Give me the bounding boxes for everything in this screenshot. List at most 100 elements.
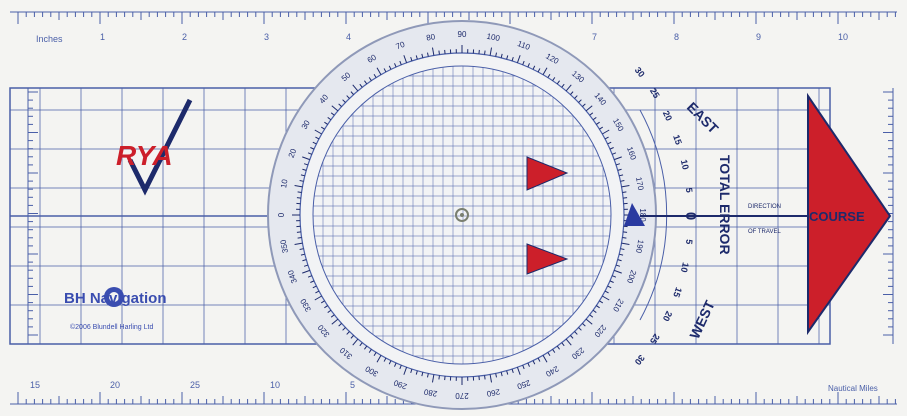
bezel-tick	[570, 335, 574, 339]
bezel-tick	[415, 370, 418, 375]
bezel-tick	[614, 269, 622, 274]
course-arrow	[807, 92, 892, 336]
bezel-tick	[620, 179, 625, 182]
bezel-tick	[438, 375, 440, 380]
bezel-tick	[302, 168, 307, 171]
error-tick-label: 25	[648, 86, 662, 100]
bezel-tick	[399, 60, 402, 65]
bezel-degree-label: 70	[395, 40, 407, 52]
bezel-tick	[599, 126, 604, 130]
bezel-tick	[394, 63, 397, 68]
bezel-tick	[516, 55, 521, 63]
bezel-tick	[574, 331, 578, 335]
bezel-tick	[327, 309, 332, 313]
bottom-ruler-ticks	[17, 392, 896, 404]
bezel-tick	[373, 352, 377, 357]
bezel-tick	[522, 365, 525, 370]
bezel-tick	[338, 323, 342, 327]
bezel-degree-label: 110	[516, 39, 532, 52]
course-indicator: DIRECTION OF TRAVEL COURSE	[640, 92, 892, 336]
error-tick-label: 10	[679, 261, 691, 273]
error-tick-label: 15	[671, 133, 684, 146]
top-ruler-ticks	[17, 12, 896, 24]
bezel-tick	[622, 237, 627, 239]
bezel-tick	[399, 365, 402, 370]
bezel-tick	[315, 136, 320, 140]
bezel-degree-label: 260	[485, 387, 500, 398]
bezel-degree-label: 350	[279, 238, 290, 253]
bezel-tick	[604, 136, 609, 140]
bezel-tick	[383, 357, 387, 362]
error-tick-label: 30	[633, 65, 647, 79]
inch-label: Inches	[36, 34, 63, 44]
bezel-tick	[315, 290, 320, 294]
protractor-inner-ring	[312, 65, 612, 365]
bezel-tick	[376, 67, 382, 75]
bezel-tick	[552, 77, 556, 81]
bezel-tick	[376, 355, 382, 363]
bezel-tick	[294, 184, 303, 188]
bezel-tick	[621, 184, 630, 188]
bezel-tick	[426, 52, 429, 57]
error-tick-label: 5	[684, 187, 695, 193]
bezel-tick	[565, 338, 572, 346]
top-ruler-number: 8	[674, 32, 679, 42]
bezel-tick	[516, 367, 521, 375]
bezel-tick	[299, 179, 304, 182]
bezel-tick	[373, 73, 377, 78]
bezel-tick	[495, 52, 498, 57]
bezel-tick	[331, 105, 339, 112]
bezel-tick	[431, 47, 435, 56]
bezel-tick	[330, 112, 335, 116]
bottom-ruler-number: 10	[270, 380, 280, 390]
bezel-degree-label: 100	[486, 32, 501, 43]
bezel-tick	[484, 375, 486, 380]
bezel-degree-label: 280	[423, 387, 438, 398]
bezel-tick	[532, 360, 536, 365]
bezel-tick	[612, 275, 617, 278]
bezel-tick	[527, 63, 530, 68]
bezel-tick	[403, 367, 408, 375]
bezel-tick	[511, 56, 514, 62]
bezel-tick	[506, 370, 509, 375]
bezel-tick	[607, 285, 612, 289]
rya-logo: RYA	[116, 98, 193, 196]
bezel-tick	[338, 103, 342, 107]
index-pointer	[624, 203, 645, 226]
direction-label-1: DIRECTION	[748, 204, 781, 210]
bezel-tick	[297, 237, 302, 239]
bezel-tick	[582, 103, 586, 107]
bezel-tick	[532, 65, 536, 70]
bezel-tick	[438, 50, 440, 55]
top-ruler-number: 3	[264, 32, 269, 42]
bezel-tick	[622, 191, 627, 193]
bh-navigation-logo: BH Navigation ©2006 Blundell Harling Ltd	[64, 287, 167, 331]
bezel-tick	[547, 73, 551, 78]
left-scale	[27, 88, 38, 344]
bottom-ruler-number: 5	[350, 380, 355, 390]
bezel-tick	[589, 112, 594, 116]
bezel-tick	[484, 50, 486, 55]
copyright-text: ©2006 Blundell Harling Ltd	[70, 323, 153, 331]
bezel-tick	[619, 253, 624, 256]
bezel-tick	[561, 83, 565, 88]
bottom-ruler-number: 25	[190, 380, 200, 390]
bezel-tick	[294, 242, 303, 246]
direction-label-2: OF TRAVEL	[748, 229, 781, 235]
bezel-tick	[602, 129, 610, 135]
bezel-tick	[346, 95, 350, 99]
bezel-tick	[350, 91, 354, 95]
bezel-tick	[542, 355, 548, 363]
bezel-tick	[310, 280, 315, 283]
error-tick-label: 15	[671, 286, 684, 299]
bezel-tick	[609, 280, 614, 283]
bezel-tick	[299, 248, 304, 251]
bezel-tick	[303, 264, 309, 267]
bezel-tick	[431, 374, 435, 383]
bezel-degree-label: 0	[277, 212, 286, 217]
bottom-ruler-number: 15	[30, 380, 40, 390]
bezel-tick	[592, 117, 597, 121]
bezel-tick	[359, 83, 363, 88]
bezel-tick	[489, 47, 493, 56]
